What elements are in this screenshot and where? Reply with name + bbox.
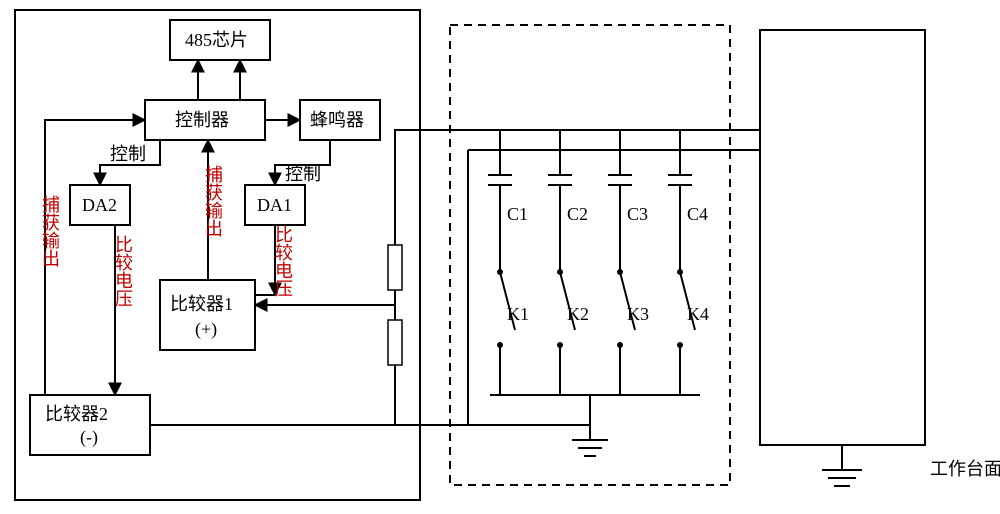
controller-label: 控制器 bbox=[175, 110, 229, 130]
branch-4: C4 K4 bbox=[668, 130, 709, 395]
cap-1-label: C1 bbox=[507, 204, 528, 224]
cmp-v-left: 比较电压 bbox=[113, 235, 133, 307]
buzzer-label: 蜂鸣器 bbox=[310, 110, 364, 130]
sw-1-label: K1 bbox=[507, 304, 529, 324]
comparator-1-label: 比较器1 bbox=[170, 294, 233, 314]
chip-485-label: 485芯片 bbox=[185, 30, 248, 50]
worktop-box bbox=[760, 30, 925, 445]
cmp-v-right: 比较电压 bbox=[273, 225, 293, 297]
cap-3-label: C3 bbox=[627, 204, 648, 224]
branch-2: C2 K2 bbox=[548, 130, 589, 395]
comparator-2-label: 比较器2 bbox=[45, 404, 108, 424]
resistor-bottom bbox=[388, 320, 402, 365]
resistor-top bbox=[388, 245, 402, 290]
ctrl-left-label: 控制 bbox=[110, 144, 146, 164]
comparator-1 bbox=[160, 280, 255, 350]
cap-2-label: C2 bbox=[567, 204, 588, 224]
sw-2-label: K2 bbox=[567, 304, 589, 324]
comparator-2-sign: (-) bbox=[80, 427, 98, 448]
da1-label: DA1 bbox=[257, 195, 292, 215]
worktop-label: 工作台面 bbox=[930, 459, 1000, 479]
capture-out-left: 捕获输出 bbox=[40, 195, 60, 267]
sw-3-label: K3 bbox=[627, 304, 649, 324]
sw-4-label: K4 bbox=[687, 304, 709, 324]
da2-label: DA2 bbox=[82, 195, 117, 215]
cap-4-label: C4 bbox=[687, 204, 708, 224]
ctrl-right-label: 控制 bbox=[285, 164, 321, 184]
branch-1: C1 K1 bbox=[488, 130, 529, 395]
capture-out-mid: 捕获输出 bbox=[203, 165, 223, 237]
comparator-1-sign: (+) bbox=[195, 319, 217, 340]
branch-3: C3 K3 bbox=[608, 130, 649, 395]
